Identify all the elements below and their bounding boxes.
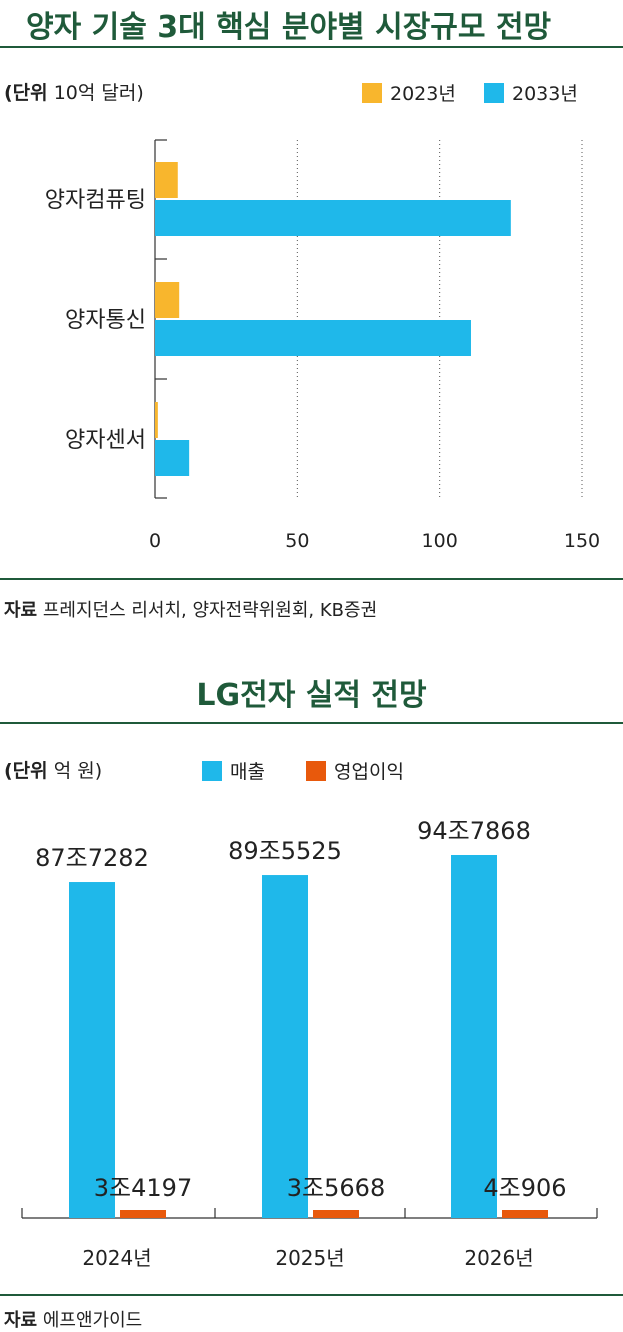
op-data-label: 3조5668 — [287, 1174, 385, 1202]
legend-revenue-label: 매출 — [230, 761, 265, 783]
revenue-data-label: 89조5525 — [228, 837, 342, 865]
bottom-source-rule — [0, 1294, 623, 1296]
x-category-label: 2025년 — [275, 1246, 344, 1270]
bottom-source-rest: 에프앤가이드 — [37, 1310, 143, 1331]
x-tick-label: 50 — [285, 530, 309, 552]
x-category-label: 2026년 — [464, 1246, 533, 1270]
bar-2033 — [155, 200, 511, 236]
bar-2023 — [155, 162, 178, 198]
bar-operating-profit — [120, 1210, 166, 1218]
top-chart-title: 양자 기술 3대 핵심 분야별 시장규모 전망 — [26, 10, 552, 45]
legend-2023-swatch — [362, 82, 382, 103]
bar-revenue — [451, 855, 497, 1218]
bottom-source: 자료 에프앤가이드 — [4, 1306, 142, 1332]
revenue-data-label: 94조7868 — [417, 817, 531, 845]
op-data-label: 3조4197 — [94, 1174, 192, 1202]
legend-op-swatch — [306, 760, 326, 781]
top-unit-label: (단위 10억 달러) — [4, 78, 144, 105]
top-source-bold: 자료 — [4, 600, 38, 621]
top-source: 자료 프레지던스 리서치, 양자전략위원회, KB증권 — [4, 596, 377, 622]
top-title-rule — [0, 46, 623, 48]
bar-2023 — [155, 282, 180, 318]
legend-revenue: 매출 — [202, 757, 265, 784]
category-label: 양자센서 — [65, 428, 146, 453]
bar-2023 — [155, 402, 158, 438]
bar-2033 — [155, 440, 190, 476]
bar-operating-profit — [502, 1210, 548, 1218]
bar-2033 — [155, 320, 471, 356]
legend-2033-swatch — [484, 82, 504, 103]
bottom-unit-label: (단위 억 원) — [4, 756, 102, 783]
top-unit-bold: (단위 — [4, 82, 48, 104]
bottom-title-rule — [0, 722, 623, 724]
lg-earnings-chart: 87조7282 3조4197 2024년 89조5525 3조5668 2025년 94조7… — [21, 817, 598, 1270]
bar-revenue — [69, 882, 115, 1218]
legend-op-label: 영업이익 — [334, 761, 404, 783]
bar-revenue — [262, 875, 308, 1218]
legend-operating-profit: 영업이익 — [306, 757, 404, 784]
x-tick-label: 100 — [422, 530, 458, 552]
x-tick-label: 150 — [564, 530, 600, 552]
category-label: 양자컴퓨팅 — [45, 188, 146, 213]
bar-operating-profit — [313, 1210, 359, 1218]
top-source-rest: 프레지던스 리서치, 양자전략위원회, KB증권 — [37, 600, 378, 621]
legend-2023: 2023년 — [362, 79, 456, 106]
x-tick-label: 0 — [149, 530, 161, 552]
legend-2023-label: 2023년 — [390, 83, 456, 105]
bottom-source-bold: 자료 — [4, 1310, 38, 1331]
x-category-label: 2024년 — [82, 1246, 151, 1270]
legend-2033-label: 2033년 — [512, 83, 578, 105]
bottom-unit-bold: (단위 — [4, 760, 48, 782]
bottom-unit-rest: 억 원) — [47, 760, 103, 782]
category-label: 양자통신 — [65, 308, 146, 333]
top-unit-rest: 10억 달러) — [47, 82, 144, 104]
legend-revenue-swatch — [202, 760, 222, 781]
op-data-label: 4조906 — [483, 1174, 566, 1202]
bottom-chart-title: LG전자 실적 전망 — [196, 678, 427, 713]
revenue-data-label: 87조7282 — [35, 844, 149, 872]
top-source-rule — [0, 578, 623, 580]
legend-2033: 2033년 — [484, 79, 578, 106]
